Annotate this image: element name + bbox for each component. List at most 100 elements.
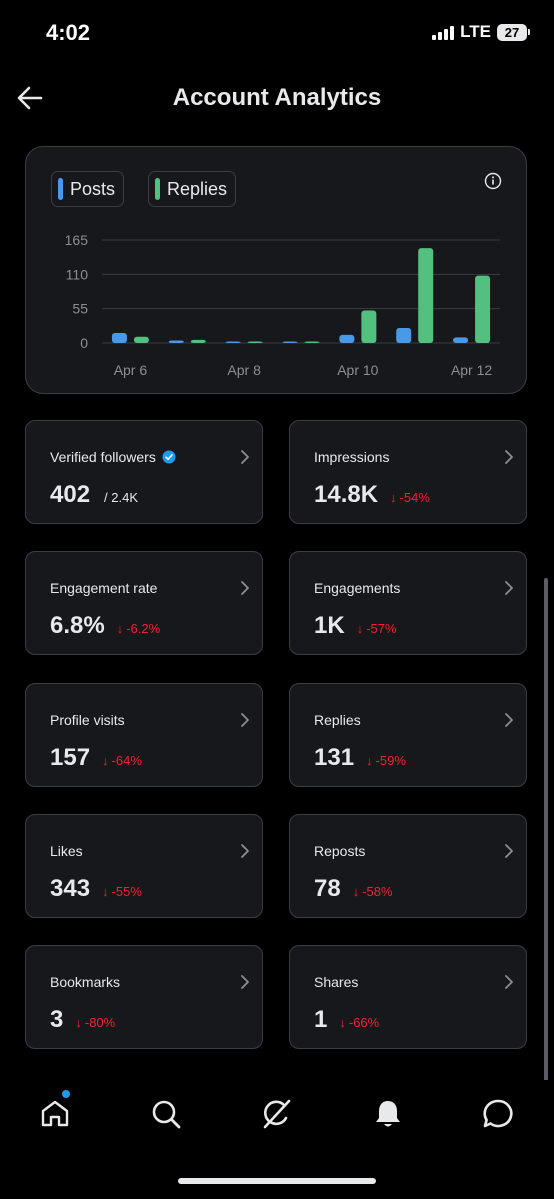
home-icon[interactable] [38,1097,72,1131]
y-tick-label: 0 [80,335,88,351]
chevron-right-icon [241,581,249,595]
bar-replies[interactable] [361,310,377,343]
home-indicator [178,1178,376,1184]
metric-card-bookmarks[interactable]: Bookmarks 3 ↓ -80% [25,945,263,1049]
metric-change: ↓ -66% [339,1015,379,1030]
metric-value-row: 157 ↓ -64% [50,744,142,772]
metric-card-profile-visits[interactable]: Profile visits 157 ↓ -64% [25,683,263,787]
metric-value-row: 14.8K ↓ -54% [314,481,430,509]
metric-card-engagement-rate[interactable]: Engagement rate 6.8% ↓ -6.2% [25,551,263,655]
metric-change-value: -66% [348,1015,380,1030]
metric-change-value: -59% [375,753,406,768]
metric-change: ↓ -57% [357,621,397,636]
tab-search[interactable] [146,1094,186,1134]
tab-messages[interactable] [478,1094,518,1134]
chevron-right-icon [505,713,513,727]
metric-value-row: 3 ↓ -80% [50,1006,115,1034]
bar-replies[interactable] [190,339,206,343]
metric-total: / 2.4K [104,490,139,505]
bar-replies[interactable] [418,248,434,343]
arrow-down-icon: ↓ [366,753,373,768]
metric-label: Profile visits [50,712,125,728]
metric-value-row: 131 ↓ -59% [314,744,406,772]
bar-replies[interactable] [475,275,491,343]
metric-label: Engagement rate [50,580,158,596]
legend-label-replies: Replies [167,178,228,199]
metric-value: 343 [50,875,91,902]
bar-posts[interactable] [396,328,412,343]
x-tick-label: Apr 12 [451,362,492,378]
chevron-right-icon [505,844,513,858]
metric-label: Reposts [314,843,366,859]
legend-posts[interactable]: Posts [51,171,125,207]
arrow-down-icon: ↓ [352,884,360,899]
legend-replies[interactable]: Replies [148,171,237,207]
tab-home[interactable] [35,1094,75,1134]
back-arrow-icon[interactable] [14,82,46,114]
bar-posts[interactable] [339,334,355,343]
y-tick-label: 55 [72,301,88,317]
metric-value: 6.8% [50,612,105,639]
info-icon[interactable] [484,172,502,190]
chevron-right-icon [241,975,249,989]
bar-posts[interactable] [168,340,184,343]
chevron-right-icon [241,450,249,464]
status-time: 4:02 [46,20,91,45]
messages-icon[interactable] [481,1097,515,1131]
metric-card-shares[interactable]: Shares 1 ↓ -66% [289,945,527,1049]
metric-value-row: 343 ↓ -55% [50,875,142,903]
x-tick-label: Apr 8 [227,362,261,378]
x-tick-label: Apr 6 [114,362,148,378]
metric-change-value: -80% [84,1015,116,1030]
tab-grok[interactable] [257,1094,297,1134]
page-title: Account Analytics [172,84,382,111]
arrow-down-icon: ↓ [356,621,364,636]
back-button[interactable] [14,82,46,114]
metric-label: Replies [314,712,361,728]
x-tick-label: Apr 10 [337,362,378,378]
metric-card-engagements[interactable]: Engagements 1K ↓ -57% [289,551,527,655]
metric-value: 78 [314,875,341,902]
scrollbar[interactable] [544,578,548,1090]
arrow-down-icon: ↓ [75,1015,82,1030]
status-indicators: LTE 27 [432,22,530,42]
metric-change: ↓ -80% [75,1015,115,1030]
metric-change-value: -64% [111,753,142,768]
metric-value: 3 [50,1006,64,1033]
metric-value-row: 1 ↓ -66% [314,1006,379,1034]
metric-label-container: Verified followers [50,449,176,465]
metric-card-verified-followers[interactable]: Verified followers 402 / 2.4K [25,420,263,524]
metric-card-reposts[interactable]: Reposts 78 ↓ -58% [289,814,527,918]
metric-label: Bookmarks [50,974,121,990]
chart-card: Posts Replies 165 110 55 0 Apr 6 Apr 8 Apr 10 A… [25,146,527,394]
metric-label: Verified followers [50,449,156,465]
bar-posts[interactable] [282,341,298,344]
metric-value-row: 6.8% ↓ -6.2% [50,612,160,640]
legend-swatch-posts [58,178,63,200]
battery-level: 27 [497,23,527,41]
verified-badge-icon [162,450,176,464]
grok-icon[interactable] [259,1096,295,1132]
bar-replies[interactable] [133,336,149,343]
metric-change-value: -6.2% [126,621,161,636]
metric-change-value: -58% [362,884,393,899]
metric-card-replies[interactable]: Replies 131 ↓ -59% [289,683,527,787]
metric-change: ↓ -58% [353,884,393,899]
bar-chart: 165 110 55 0 Apr 6 Apr 8 Apr 10 Apr 12 [65,232,500,378]
bar-posts[interactable] [225,341,241,344]
bar-posts[interactable] [453,337,469,343]
metric-change: ↓ -64% [102,753,142,768]
metric-change-value: -57% [366,621,397,636]
metric-card-likes[interactable]: Likes 343 ↓ -55% [25,814,263,918]
bar-posts[interactable] [111,333,127,343]
metric-change: ↓ -59% [366,753,406,768]
search-icon[interactable] [149,1097,183,1131]
bar-replies[interactable] [304,341,320,344]
metric-label: Impressions [314,449,390,465]
tab-notifications[interactable] [368,1094,408,1134]
metric-card-impressions[interactable]: Impressions 14.8K ↓ -54% [289,420,527,524]
bell-icon[interactable] [371,1097,405,1131]
metric-value: 14.8K [314,481,379,508]
metric-change: ↓ -6.2% [117,621,160,636]
bar-replies[interactable] [247,341,263,344]
